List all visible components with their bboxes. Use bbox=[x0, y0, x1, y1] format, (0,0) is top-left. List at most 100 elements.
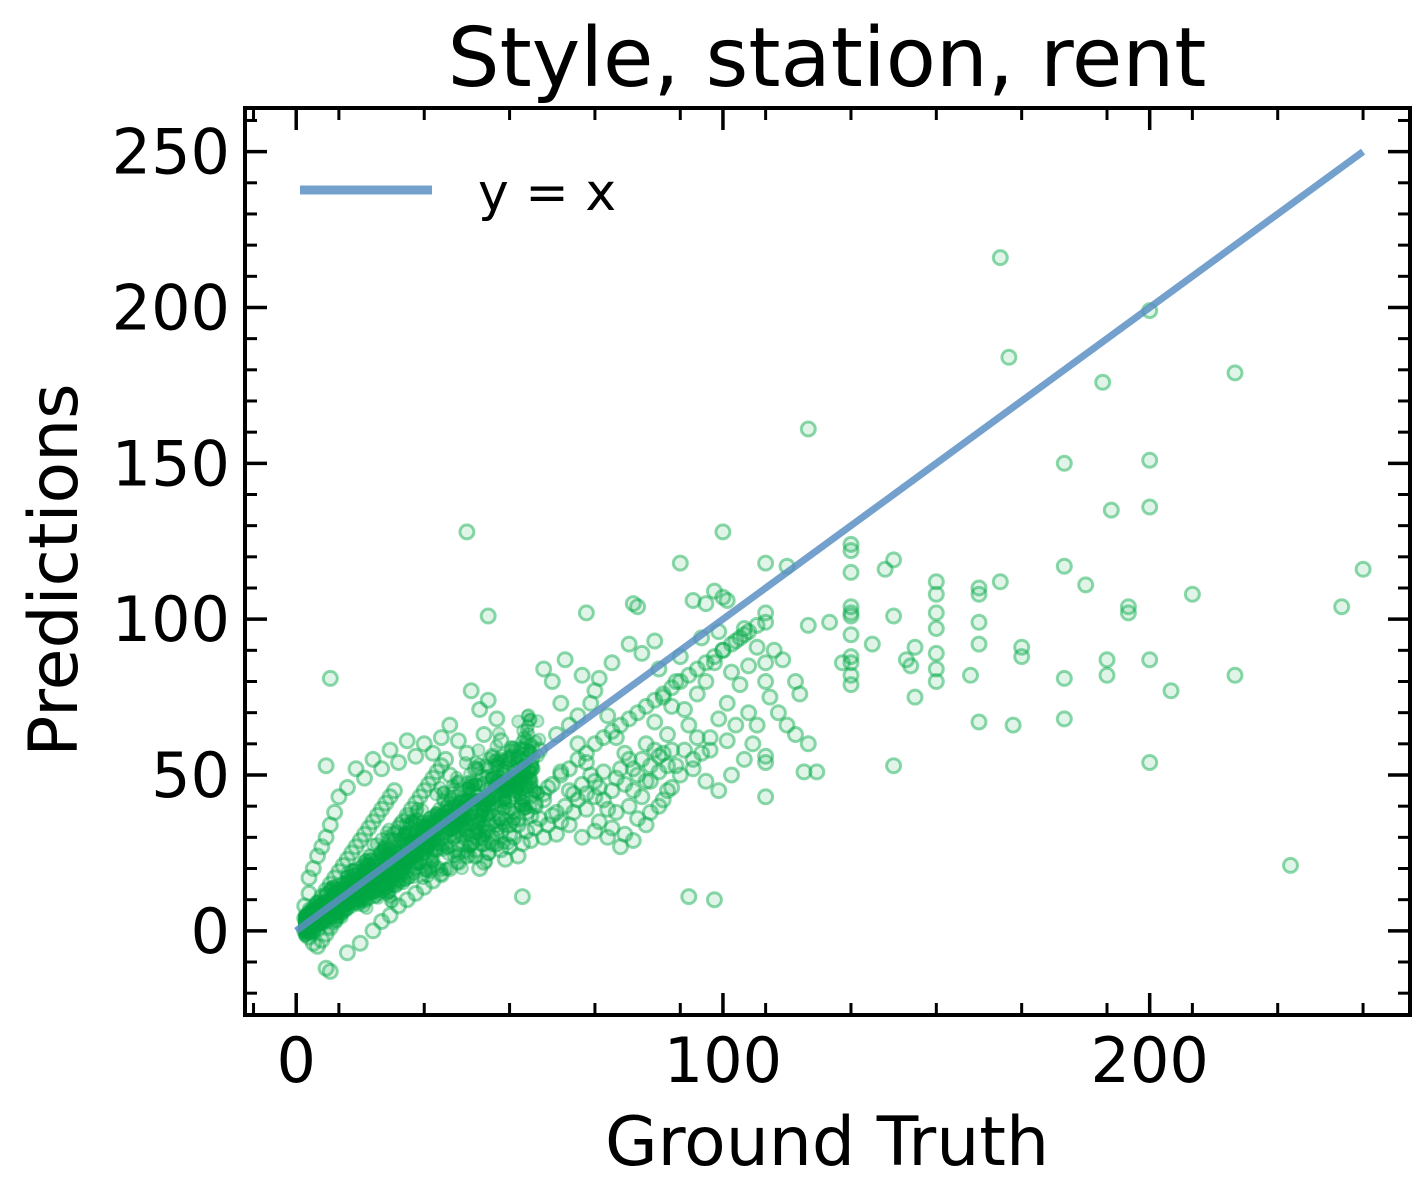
dense-point bbox=[507, 775, 521, 790]
dense-point bbox=[362, 883, 377, 898]
dense-point bbox=[340, 875, 355, 890]
dense-point bbox=[421, 840, 436, 855]
dense-point bbox=[424, 846, 439, 861]
scatter-point bbox=[321, 919, 339, 937]
dense-point bbox=[417, 846, 432, 861]
dense-point bbox=[395, 859, 410, 874]
scatter-point bbox=[424, 744, 442, 762]
scatter-point bbox=[654, 685, 672, 703]
scatter-point bbox=[475, 726, 493, 743]
scatter-point bbox=[612, 838, 629, 856]
scatter-point bbox=[740, 657, 758, 675]
dense-point bbox=[524, 780, 539, 795]
dense-point bbox=[369, 876, 384, 891]
scatter-point bbox=[714, 641, 732, 659]
dense-point bbox=[457, 819, 472, 834]
dense-point bbox=[464, 812, 479, 827]
scatter-point bbox=[663, 741, 681, 759]
dense-point bbox=[481, 807, 495, 822]
dense-point bbox=[475, 832, 489, 847]
dense-point bbox=[498, 800, 513, 815]
scatter-point bbox=[565, 785, 583, 803]
dense-point bbox=[345, 896, 360, 910]
dense-point bbox=[329, 906, 344, 921]
dense-point bbox=[443, 800, 458, 814]
dense-point bbox=[450, 855, 465, 870]
legend-label: y = x bbox=[478, 163, 616, 223]
scatter-point bbox=[309, 847, 326, 865]
dense-point bbox=[340, 902, 354, 917]
dense-point bbox=[412, 815, 427, 830]
dense-point bbox=[342, 872, 357, 887]
dense-point bbox=[312, 917, 327, 932]
scatter-point bbox=[740, 623, 758, 641]
dense-point bbox=[298, 929, 313, 944]
dense-point bbox=[379, 881, 394, 896]
dense-point bbox=[471, 743, 486, 758]
dense-point bbox=[425, 851, 439, 866]
scatter-point bbox=[646, 691, 664, 709]
scatter-point bbox=[842, 666, 860, 684]
dense-point bbox=[462, 781, 476, 796]
dense-point bbox=[429, 808, 444, 823]
dense-point bbox=[382, 885, 397, 900]
dense-point bbox=[392, 835, 407, 850]
dense-point bbox=[470, 833, 485, 848]
scatter-point bbox=[1226, 666, 1244, 684]
scatter-point bbox=[531, 810, 548, 828]
dense-point bbox=[400, 865, 415, 880]
dense-point bbox=[490, 838, 505, 853]
dense-point bbox=[366, 837, 381, 852]
dense-point bbox=[513, 799, 528, 813]
dense-point bbox=[480, 768, 495, 783]
scatter-point bbox=[1282, 856, 1299, 874]
scatter-point bbox=[1013, 638, 1031, 656]
scatter-point bbox=[552, 763, 570, 781]
scatter-point bbox=[373, 913, 391, 930]
dense-point bbox=[528, 734, 543, 749]
dense-point bbox=[306, 922, 320, 936]
dense-point bbox=[512, 749, 527, 764]
scatter-point bbox=[368, 850, 386, 868]
dense-point bbox=[358, 861, 373, 876]
dense-point bbox=[317, 913, 332, 928]
dense-point bbox=[398, 817, 413, 832]
dense-point bbox=[497, 819, 512, 834]
chart-title: Style, station, rent bbox=[448, 11, 1207, 106]
scatter-point bbox=[471, 860, 489, 877]
dense-point bbox=[497, 788, 511, 803]
dense-point bbox=[441, 846, 455, 861]
dense-point bbox=[353, 895, 368, 910]
dense-point bbox=[454, 861, 469, 876]
dense-point bbox=[336, 875, 351, 890]
dense-point bbox=[360, 882, 375, 897]
scatter-point bbox=[718, 592, 736, 609]
dense-point bbox=[378, 842, 392, 857]
scatter-point bbox=[582, 694, 600, 712]
dense-point bbox=[397, 825, 412, 840]
dense-point bbox=[370, 890, 385, 905]
dense-point bbox=[506, 805, 521, 820]
scatter-point bbox=[377, 838, 395, 856]
scatter-point bbox=[577, 754, 595, 771]
scatter-point bbox=[718, 732, 736, 750]
dense-point bbox=[476, 802, 491, 817]
dense-point bbox=[449, 820, 464, 835]
scatter-point bbox=[714, 641, 732, 659]
scatter-point bbox=[761, 688, 779, 706]
dense-point bbox=[358, 853, 372, 868]
scatter-point bbox=[697, 772, 715, 790]
scatter-point bbox=[317, 959, 335, 977]
dense-point bbox=[406, 870, 421, 885]
dense-point bbox=[375, 844, 390, 858]
dense-point bbox=[304, 900, 319, 915]
dense-point bbox=[452, 846, 467, 861]
scatter-point bbox=[616, 825, 634, 843]
dense-point bbox=[407, 867, 422, 882]
dense-point bbox=[338, 876, 352, 891]
dense-point bbox=[508, 742, 523, 757]
dense-point bbox=[435, 841, 450, 856]
dense-point bbox=[369, 879, 383, 893]
scatter-point bbox=[496, 850, 514, 868]
dense-point bbox=[423, 810, 438, 825]
